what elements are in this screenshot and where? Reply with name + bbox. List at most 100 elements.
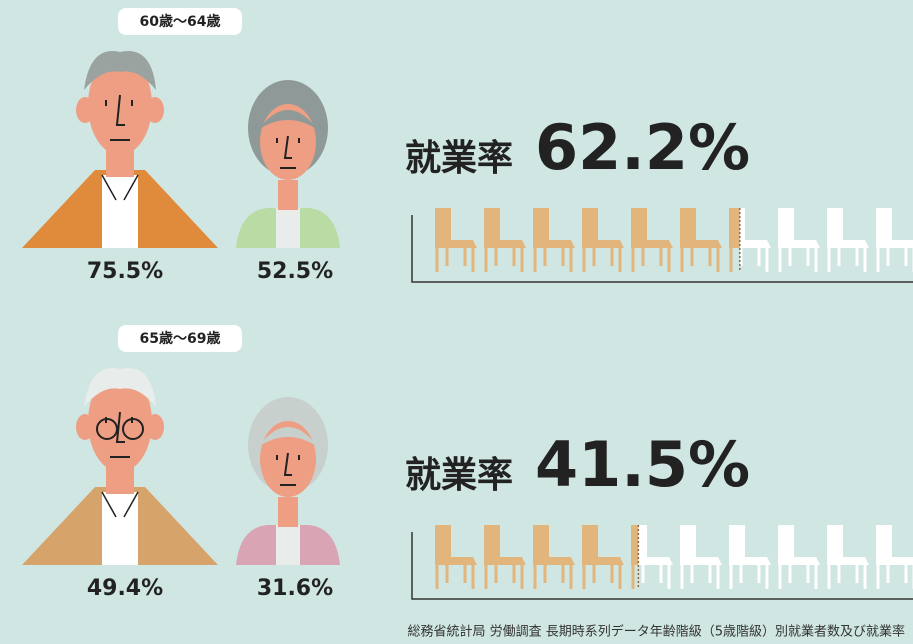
chair-filled [680,208,696,242]
chair-filled [583,565,586,589]
chair-empty [778,208,794,242]
chair-empty [864,248,867,272]
chair-empty [758,565,761,583]
chair-filled [611,248,614,266]
chair-filled [632,248,635,272]
chair-filled [570,565,573,589]
chair-filled [611,565,614,583]
chair-empty [789,565,792,583]
neck [278,497,298,527]
chair-filled [472,248,475,272]
chair-empty [905,565,908,583]
inner [276,208,300,248]
chair-filled [562,565,565,583]
chair-filled [717,248,720,272]
chair-empty [778,525,794,559]
chair-filled [484,240,526,248]
chair-filled [709,248,712,266]
inner [276,525,300,565]
chair-filled [521,565,524,589]
chair-empty [778,240,820,248]
chair-filled [642,248,645,266]
chair-filled [533,240,575,248]
chair-empty [681,565,684,589]
chair-filled [730,248,733,272]
figure-label: 52.5% [257,259,333,284]
chair-empty [876,208,892,242]
chair-filled [495,565,498,583]
chair-empty [856,248,859,266]
chair-filled [619,248,622,272]
chair-filled [582,208,598,242]
chair-filled [485,565,488,589]
chair-empty [709,565,712,583]
figure-label: 75.5% [87,259,163,284]
chair-empty [877,565,880,589]
chair-filled [533,525,549,559]
chair-empty [827,240,869,248]
chair-filled [668,248,671,272]
chair-empty [730,565,733,589]
chair-empty [758,248,761,266]
chair-empty [680,525,696,559]
chair-filled [484,557,526,565]
chair-empty [779,248,782,272]
chair-filled [570,248,573,272]
chair-filled [446,248,449,266]
chair-filled [485,248,488,272]
chair-filled [593,565,596,583]
chair-filled [495,248,498,266]
chair-empty [876,240,913,248]
chair-filled [691,248,694,266]
chair-empty [827,557,869,565]
chair-filled [544,248,547,266]
chair-filled [436,248,439,272]
chair-empty [864,565,867,589]
chair-empty [807,565,810,583]
chair-filled [660,248,663,266]
chair-empty [876,557,913,565]
chair-filled [582,525,598,559]
chair-empty [827,525,843,559]
chair-filled [534,565,537,589]
chair-filled [533,557,575,565]
chair-empty [828,565,831,589]
chair-empty [877,248,880,272]
chair-filled [464,565,467,583]
chair-filled [435,240,477,248]
chair-empty [668,565,671,589]
chair-filled [484,525,500,559]
chair-empty [789,248,792,266]
rate-label: 就業率 [405,455,513,496]
chair-empty [838,248,841,266]
chair-empty [876,525,892,559]
chair-empty [717,565,720,589]
chair-empty [778,557,820,565]
chair-filled [521,248,524,272]
infographic: 60歳〜64歳75.5%52.5%就業率62.2%65歳〜69歳49.4%31.… [0,0,913,644]
chair-empty [766,248,769,272]
chair-empty [815,248,818,272]
rate-value: 41.5% [535,428,750,501]
age-label: 65歳〜69歳 [140,330,221,347]
chair-filled [583,248,586,272]
chair-empty [642,565,645,583]
chair-filled [544,565,547,583]
chair-empty [729,525,745,559]
figure-label: 31.6% [257,576,333,601]
chair-filled [582,240,624,248]
chair-filled [446,565,449,583]
chair-filled [593,248,596,266]
chair-empty [766,565,769,589]
source: 総務省統計局 労働調査 長期時系列データ年齢階級（5歳階級）別就業者数及び就業率 [407,624,905,640]
chair-filled [582,557,624,565]
chair-filled [436,565,439,589]
chair-empty [779,565,782,589]
chair-filled [632,565,635,589]
chair-empty [905,248,908,266]
chair-filled [631,240,673,248]
chair-filled [681,248,684,272]
chair-empty [887,248,890,266]
age-label: 60歳〜64歳 [140,13,221,30]
chair-filled [680,240,722,248]
